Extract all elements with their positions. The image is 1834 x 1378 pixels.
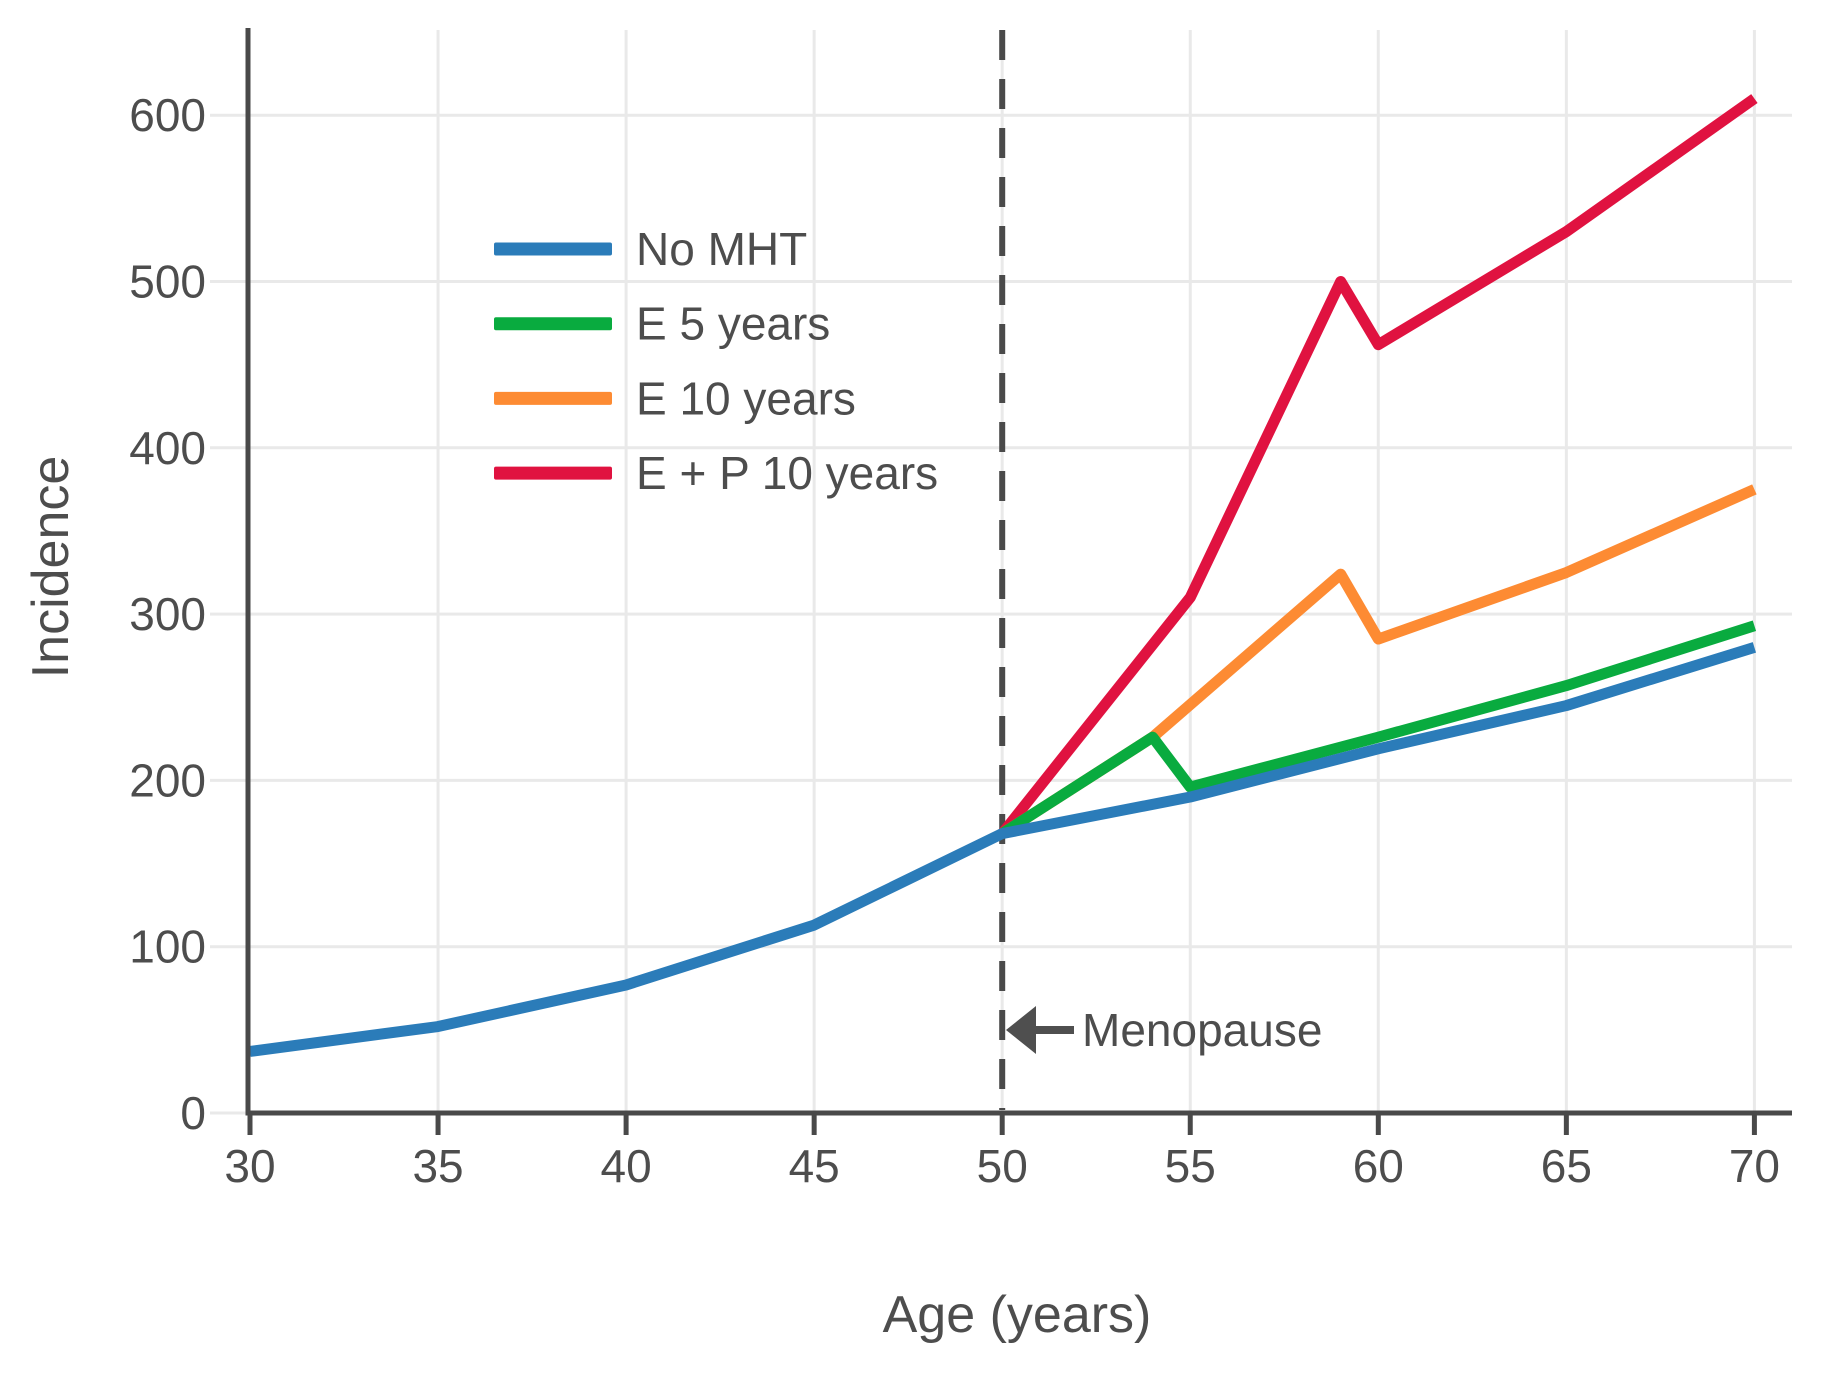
menopause-label: Menopause [1082,1004,1322,1056]
y-tick-label: 600 [129,89,206,141]
legend-item-e-10-years: E 10 years [494,372,856,424]
x-tick-label: 40 [601,1140,652,1192]
y-tick-label: 300 [129,588,206,640]
legend-swatch-no-mht [494,242,612,256]
x-tick-label: 45 [789,1140,840,1192]
x-axis-title: Age (years) [883,1286,1152,1344]
y-axis-title: Incidence [22,456,80,679]
legend-swatch-e-5-years [494,317,612,331]
x-tick-label: 55 [1165,1140,1216,1192]
menopause-annotation: Menopause [1006,1004,1322,1056]
menopause-arrow-shaft [1032,1026,1074,1034]
menopause-arrow-icon [1006,1006,1036,1054]
legend-item-e-p-10-years: E + P 10 years [494,447,938,499]
legend-label: E + P 10 years [636,447,938,499]
legend-item-no-mht: No MHT [494,223,807,275]
legend-label: No MHT [636,223,807,275]
series-line-e-5-years [999,620,1757,839]
x-tick-label: 50 [977,1140,1028,1192]
x-tick-label: 65 [1541,1140,1592,1192]
y-tick-label: 500 [129,256,206,308]
legend-swatch-e-p-10-years [494,466,612,480]
legend-item-e-5-years: E 5 years [494,298,830,350]
series-line-e-p-10-years [997,94,1758,838]
gridlines [210,30,1792,1115]
x-tick-label: 60 [1353,1140,1404,1192]
y-tick-label: 100 [129,921,206,973]
legend-label: E 10 years [636,372,856,424]
y-tick-label: 400 [129,422,206,474]
y-tick-label: 200 [129,754,206,806]
x-tick-label: 70 [1729,1140,1780,1192]
series-lines [249,94,1758,1057]
x-tick-label: 35 [412,1140,463,1192]
legend-label: E 5 years [636,298,830,350]
series-line-no-mht [249,642,1757,1057]
legend-swatch-e-10-years [494,391,612,405]
x-tick-label: 30 [224,1140,275,1192]
legend: No MHT E 5 years E 10 years E + P 10 years [494,223,938,499]
y-tick-label: 0 [180,1087,206,1139]
